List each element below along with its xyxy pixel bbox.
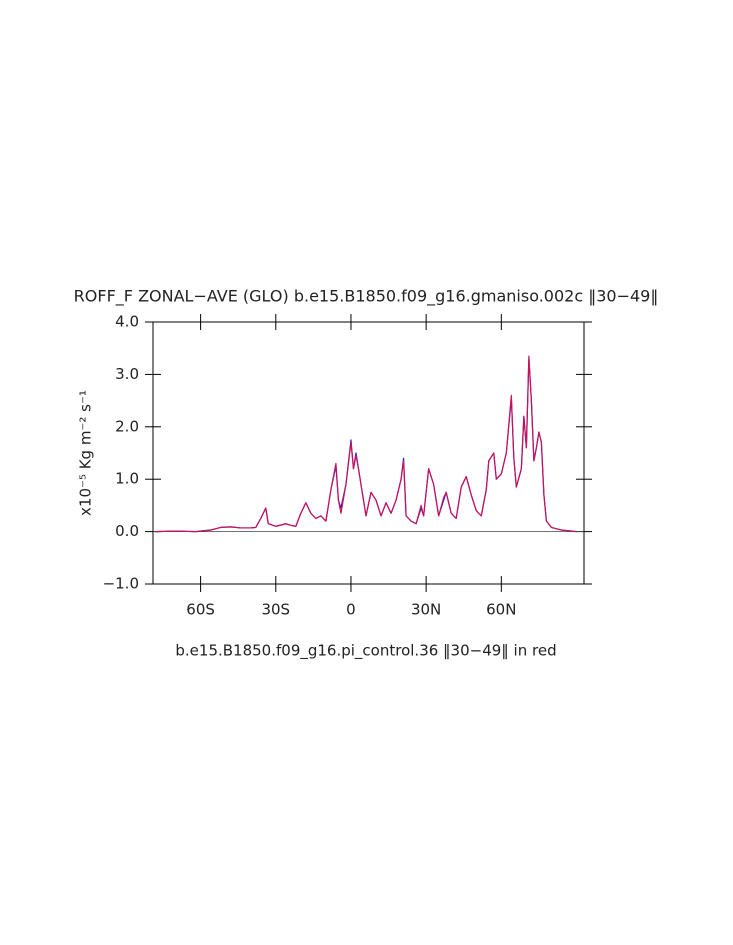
chart-title: ROFF_F ZONAL−AVE (GLO) b.e15.B1850.f09_g… <box>74 287 659 307</box>
data-line <box>155 355 577 533</box>
x-tick-label: 60N <box>486 601 516 619</box>
y-tick-label: 0.0 <box>115 522 139 540</box>
y-tick-label: 2.0 <box>115 417 139 435</box>
y-tick-label: −1.0 <box>103 575 139 593</box>
y-tick-label: 4.0 <box>115 313 139 331</box>
x-tick-label: 0 <box>346 601 356 619</box>
y-axis-label: x10⁻⁵ Kg m⁻² s⁻¹ <box>77 390 95 516</box>
plot-frame <box>152 321 585 585</box>
x-axis-label: b.e15.B1850.f09_g16.pi_control.36 ‖30−49… <box>175 642 556 661</box>
y-tick-label: 1.0 <box>115 470 139 488</box>
y-tick-label: 3.0 <box>115 365 139 383</box>
x-tick-label: 60S <box>186 601 215 619</box>
x-tick-label: 30N <box>411 601 441 619</box>
x-tick-label: 30S <box>261 601 290 619</box>
